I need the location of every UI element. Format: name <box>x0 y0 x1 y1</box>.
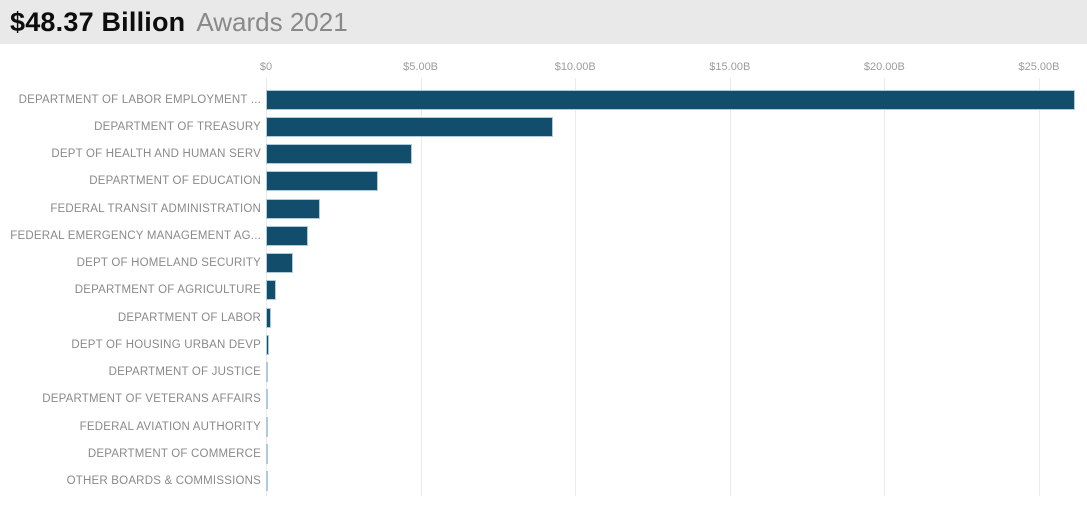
chart-row: DEPARTMENT OF LABOR <box>0 304 1087 331</box>
chart-row: DEPT OF HOUSING URBAN DEVP <box>0 331 1087 358</box>
bar-track <box>266 413 1087 440</box>
category-label: OTHER BOARDS & COMMISSIONS <box>66 475 261 488</box>
bar[interactable] <box>266 89 1075 110</box>
category-label: DEPARTMENT OF EDUCATION <box>89 175 261 188</box>
bar[interactable] <box>266 198 321 219</box>
bar-track <box>266 141 1087 168</box>
chart-row: OTHER BOARDS & COMMISSIONS <box>0 468 1087 495</box>
chart-title: $48.37 Billion <box>10 6 186 37</box>
bar[interactable] <box>266 116 553 137</box>
category-label: FEDERAL TRANSIT ADMINISTRATION <box>50 202 261 215</box>
bar[interactable] <box>266 334 270 355</box>
x-axis-tick: $20.00B <box>863 61 905 73</box>
chart-rows: DEPARTMENT OF LABOR EMPLOYMENT ... DEPART… <box>0 86 1087 495</box>
chart-row: DEPARTMENT OF JUSTICE <box>0 359 1087 386</box>
category-label: DEPARTMENT OF TREASURY <box>94 120 261 133</box>
bar[interactable] <box>266 416 268 437</box>
category-label: DEPT OF HOUSING URBAN DEVP <box>71 338 261 351</box>
category-label: FEDERAL EMERGENCY MANAGEMENT AG... <box>10 229 261 242</box>
bar-track <box>266 440 1087 467</box>
chart-row: DEPARTMENT OF VETERANS AFFAIRS <box>0 386 1087 413</box>
chart-row: DEPARTMENT OF EDUCATION <box>0 168 1087 195</box>
x-axis-tick: $15.00B <box>709 61 751 73</box>
category-label: DEPARTMENT OF AGRICULTURE <box>74 284 261 297</box>
chart-row: DEPARTMENT OF LABOR EMPLOYMENT ... <box>0 86 1087 113</box>
bar-track <box>266 331 1087 358</box>
gridline <box>884 78 886 496</box>
bar[interactable] <box>266 280 276 301</box>
bar[interactable] <box>266 471 268 491</box>
bar[interactable] <box>266 362 268 382</box>
bar[interactable] <box>266 171 378 192</box>
category-label: DEPARTMENT OF LABOR <box>117 311 261 324</box>
gridline <box>575 78 577 496</box>
bar-track <box>266 250 1087 277</box>
bar-track <box>266 86 1087 113</box>
category-label: DEPT OF HOMELAND SECURITY <box>76 257 261 270</box>
gridline <box>729 78 731 496</box>
bar[interactable] <box>266 307 271 328</box>
chart-row: DEPARTMENT OF TREASURY <box>0 113 1087 140</box>
bar-track <box>266 386 1087 413</box>
x-axis-tick: $25.00B <box>1018 61 1060 73</box>
category-label: DEPARTMENT OF LABOR EMPLOYMENT ... <box>18 93 261 106</box>
bar[interactable] <box>266 253 293 273</box>
bar-track <box>266 195 1087 222</box>
chart-row: DEPARTMENT OF COMMERCE <box>0 440 1087 467</box>
x-axis-tick: $5.00B <box>403 61 439 73</box>
bar-track <box>266 468 1087 495</box>
category-label: DEPARTMENT OF VETERANS AFFAIRS <box>42 393 261 406</box>
x-axis-tick: $10.00B <box>554 61 596 73</box>
bar[interactable] <box>266 389 268 410</box>
chart-row: FEDERAL AVIATION AUTHORITY <box>0 413 1087 440</box>
bar[interactable] <box>266 443 268 464</box>
chart-subtitle: Awards 2021 <box>196 6 348 37</box>
bar[interactable] <box>266 144 412 164</box>
category-label: DEPARTMENT OF COMMERCE <box>87 447 261 460</box>
bar[interactable] <box>266 225 309 246</box>
bar-track <box>266 304 1087 331</box>
chart-header: $48.37 Billion Awards 2021 <box>0 0 1087 44</box>
bar-track <box>266 359 1087 386</box>
category-label: DEPARTMENT OF JUSTICE <box>108 366 261 379</box>
bar-track <box>266 168 1087 195</box>
chart-row: FEDERAL TRANSIT ADMINISTRATION <box>0 195 1087 222</box>
chart-row: DEPT OF HOMELAND SECURITY <box>0 250 1087 277</box>
bar-track <box>266 277 1087 304</box>
category-label: FEDERAL AVIATION AUTHORITY <box>79 420 261 433</box>
gridline <box>1039 78 1040 496</box>
category-label: DEPT OF HEALTH AND HUMAN SERV <box>51 148 261 161</box>
bar-chart: $0 $5.00B $10.00B $15.00B $20.00B $25.00B DEP… <box>0 44 1087 507</box>
bar-track <box>266 222 1087 249</box>
chart-row: DEPARTMENT OF AGRICULTURE <box>0 277 1087 304</box>
x-axis-tick: $0 <box>259 61 273 73</box>
chart-row: DEPT OF HEALTH AND HUMAN SERV <box>0 141 1087 168</box>
gridline <box>420 78 422 496</box>
chart-row: FEDERAL EMERGENCY MANAGEMENT AG... <box>0 222 1087 249</box>
bar-track <box>266 113 1087 140</box>
